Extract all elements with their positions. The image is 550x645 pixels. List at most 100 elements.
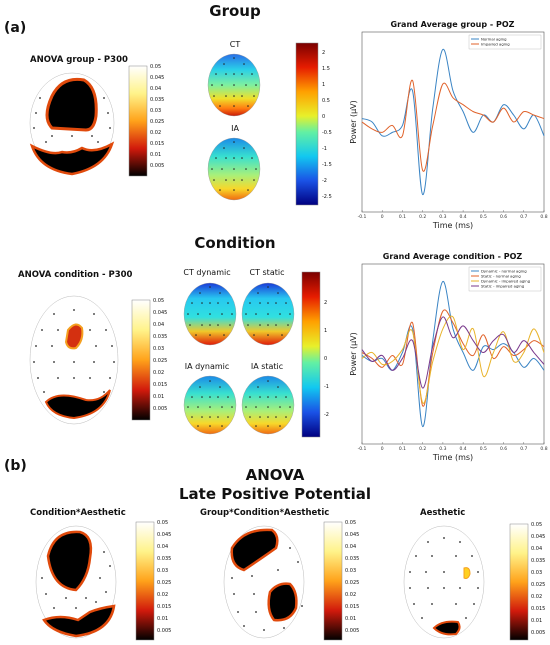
series-line [361, 316, 545, 389]
cbar-tick: 0.015 [153, 382, 168, 388]
cbar-tick: -0.5 [322, 130, 332, 136]
cbar-tick: 0.03 [153, 346, 165, 352]
cbar-tick: 0.01 [345, 616, 357, 622]
cbar-tick: 0.05 [531, 522, 543, 528]
x-tick-label: 0.4 [460, 214, 467, 220]
x-tick-label: 0.4 [460, 446, 467, 452]
cbar-tick: 0.01 [150, 152, 162, 158]
cbar-tick: 0.045 [153, 310, 168, 316]
cond-aesthetic-head-map [35, 525, 117, 639]
cbar-tick: 0.02 [150, 130, 162, 136]
anova-condition-title: ANOVA condition - P300 [18, 270, 133, 280]
cbar-tick: 0.045 [157, 532, 172, 538]
cbar-tick: 0.04 [531, 546, 543, 552]
x-tick-label: 0.5 [480, 446, 487, 452]
cbar-tick: 0.025 [150, 119, 165, 125]
x-tick-label: 0.7 [520, 446, 527, 452]
cbar-tick: 1 [324, 328, 328, 334]
lpp-heading: Late Positive Potential [179, 485, 371, 503]
anova-condition-head-map [29, 295, 119, 425]
panel-b-label: (b) [4, 458, 27, 474]
legend-label: Normal aging [481, 37, 507, 42]
ct-dynamic-head-map [183, 282, 237, 346]
group-cond-aesthetic-title: Group*Condition*Aesthetic [200, 508, 330, 518]
ia-head-map [207, 137, 261, 201]
x-tick-label: 0.3 [439, 446, 446, 452]
y-axis-label: Power (µV) [349, 332, 358, 376]
cbar-tick: 0.02 [153, 370, 165, 376]
cbar-tick: 0.04 [157, 544, 169, 550]
x-tick-label: 0.6 [500, 446, 507, 452]
cbar-tick: 0.035 [345, 556, 360, 562]
cbar-tick: 0 [322, 114, 326, 120]
legend-label: Static - normal aging [481, 274, 521, 279]
legend-label: Static - impaired aging [481, 284, 525, 289]
plot-frame [361, 31, 545, 213]
cbar-tick: 0 [324, 356, 328, 362]
cond-aesthetic-colorbar [135, 521, 155, 641]
plot-frame [361, 263, 545, 445]
cbar-tick: 0.025 [345, 580, 360, 586]
cbar-tick: 1.5 [322, 66, 330, 72]
cbar-tick: 0.005 [153, 406, 168, 412]
x-tick-label: 0.2 [419, 214, 426, 220]
chart1-title: Grand Average group - POZ [390, 20, 515, 29]
cbar-tick: 0.04 [150, 86, 162, 92]
cbar-tick: 0.05 [150, 64, 162, 70]
x-tick-label: 0 [381, 214, 384, 220]
anova-group-colorbar [128, 65, 148, 177]
aesthetic-head-map [403, 525, 485, 639]
cbar-tick: 0.02 [345, 592, 357, 598]
group-cond-aesthetic-colorbar-ticks: 0.05 0.045 0.04 0.035 0.03 0.025 0.02 0.… [345, 520, 375, 642]
ia-static-head-map [241, 375, 295, 435]
cbar-tick: -2 [324, 412, 329, 418]
anova-group-title: ANOVA group - P300 [30, 55, 128, 65]
cbar-tick: 0.005 [531, 630, 546, 636]
ct-static-title: CT static [249, 268, 285, 277]
cbar-tick: 0.045 [531, 534, 546, 540]
x-axis-label: Time (ms) [432, 221, 473, 230]
cbar-tick: 0.035 [531, 558, 546, 564]
legend-label: Impaired aging [481, 42, 510, 47]
condition-amplitude-colorbar-ticks: 2 1 0 -1 -2 [324, 300, 344, 440]
series-line [361, 309, 545, 407]
cbar-tick: 0.04 [153, 322, 165, 328]
cbar-tick: 0.035 [153, 334, 168, 340]
aesthetic-title: Aesthetic [420, 508, 466, 518]
cbar-tick: -1.5 [322, 162, 332, 168]
cond-aesthetic-colorbar-ticks: 0.05 0.045 0.04 0.035 0.03 0.025 0.02 0.… [157, 520, 187, 642]
cbar-tick: 0.05 [345, 520, 357, 526]
chart2-svg: -0.1 0 0.1 0.2 0.3 0.4 0.5 0.6 0.7 0.8 Time (ms) Po… [349, 263, 548, 462]
group-cond-aesthetic-colorbar [323, 521, 343, 641]
anova-heading: ANOVA [245, 466, 305, 484]
y-axis-label: Power (µV) [349, 100, 358, 144]
cbar-tick: -1 [322, 146, 327, 152]
series-line [361, 315, 545, 404]
ct-static-head-map [241, 282, 295, 346]
x-tick-label: 0.1 [399, 214, 406, 220]
condition-amplitude-colorbar [301, 271, 321, 438]
chart1-svg: -0.1 0 0.1 0.2 0.3 0.4 0.5 0.6 0.7 0.8 Time (ms) Po… [349, 31, 548, 230]
ia-title: IA [231, 124, 239, 133]
chart2-title: Grand Average condition - POZ [382, 252, 523, 261]
ia-dynamic-title: IA dynamic [184, 362, 230, 371]
ia-static-title: IA static [250, 362, 284, 371]
series-line [361, 80, 545, 172]
cbar-tick: 0.035 [157, 556, 172, 562]
cbar-tick: 0.025 [153, 358, 168, 364]
anova-group-head-map [29, 72, 115, 176]
cbar-tick: 0.015 [157, 604, 172, 610]
group-cond-aesthetic-head-map [223, 525, 305, 639]
x-tick-label: 0.3 [439, 214, 446, 220]
series-line [361, 48, 545, 196]
cbar-tick: 0.045 [150, 75, 165, 81]
x-tick-label: 0.6 [500, 214, 507, 220]
cbar-tick: 0.015 [150, 141, 165, 147]
aesthetic-colorbar-ticks: 0.05 0.045 0.04 0.035 0.03 0.025 0.02 0.… [531, 522, 549, 642]
cbar-tick: 0.05 [153, 298, 165, 304]
cbar-tick: 0.03 [345, 568, 357, 574]
cbar-tick: -1 [324, 384, 329, 390]
cond-aesthetic-title: Condition*Aesthetic [30, 508, 126, 518]
cbar-tick: -2 [322, 178, 327, 184]
cbar-tick: 2 [322, 50, 326, 56]
